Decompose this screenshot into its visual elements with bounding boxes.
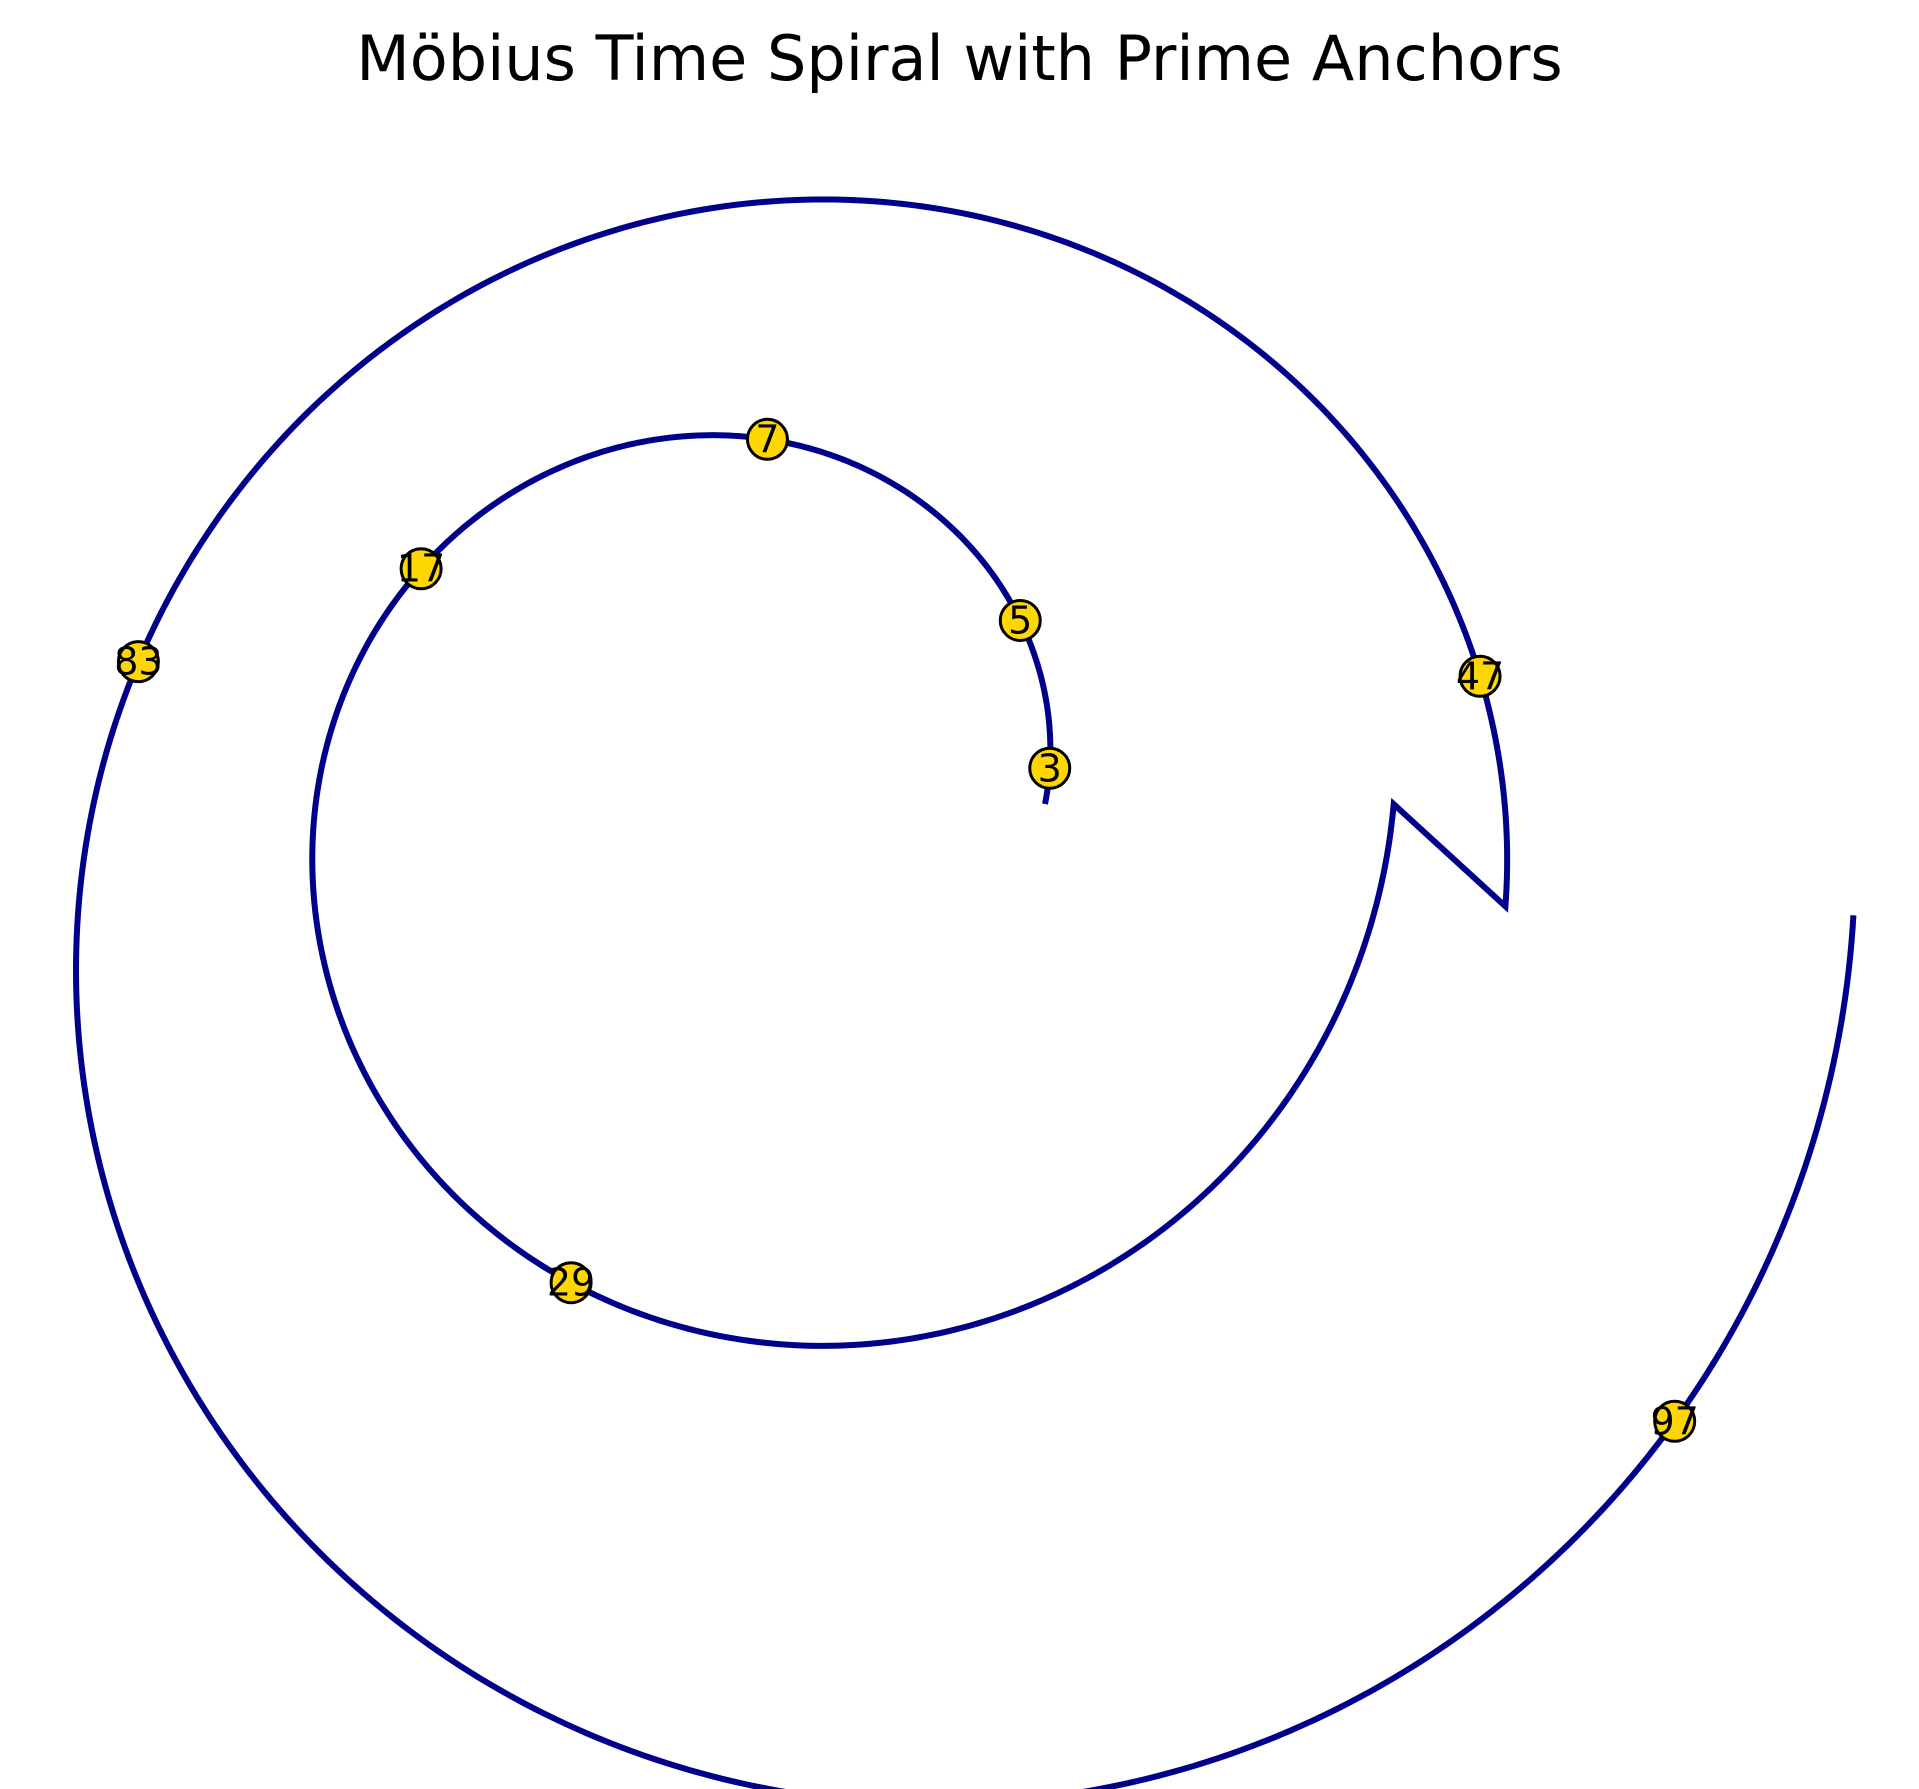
anchor-label: 17 — [397, 547, 445, 591]
anchor-marker — [549, 1261, 593, 1305]
anchor-label: 83 — [114, 640, 162, 684]
anchor-layer: 3 5 7 17 29 47 83 97 — [114, 417, 1699, 1443]
anchor-point-3: 3 — [1028, 746, 1072, 790]
anchor-marker — [116, 640, 160, 684]
anchor-marker — [1028, 746, 1072, 790]
anchor-marker — [1653, 1399, 1697, 1443]
anchor-label: 7 — [755, 417, 779, 461]
anchor-point-47: 47 — [1456, 654, 1504, 698]
anchor-label: 5 — [1008, 598, 1032, 642]
anchor-point-83: 83 — [114, 640, 162, 684]
anchor-point-5: 5 — [998, 598, 1042, 642]
anchor-point-29: 29 — [547, 1261, 595, 1305]
anchor-point-97: 97 — [1651, 1399, 1699, 1443]
anchor-label: 97 — [1651, 1399, 1699, 1443]
anchor-point-7: 7 — [745, 417, 789, 461]
anchor-label: 3 — [1038, 746, 1062, 790]
anchor-marker — [998, 598, 1042, 642]
anchor-label: 29 — [547, 1261, 595, 1305]
anchor-label: 47 — [1456, 654, 1504, 698]
spiral-line — [73, 196, 1857, 1789]
chart-title: Möbius Time Spiral with Prime Anchors — [356, 22, 1563, 95]
anchor-marker — [1458, 654, 1502, 698]
anchor-marker — [745, 417, 789, 461]
spiral-layer — [73, 196, 1857, 1789]
anchor-point-17: 17 — [397, 547, 445, 591]
anchor-marker — [399, 547, 443, 591]
